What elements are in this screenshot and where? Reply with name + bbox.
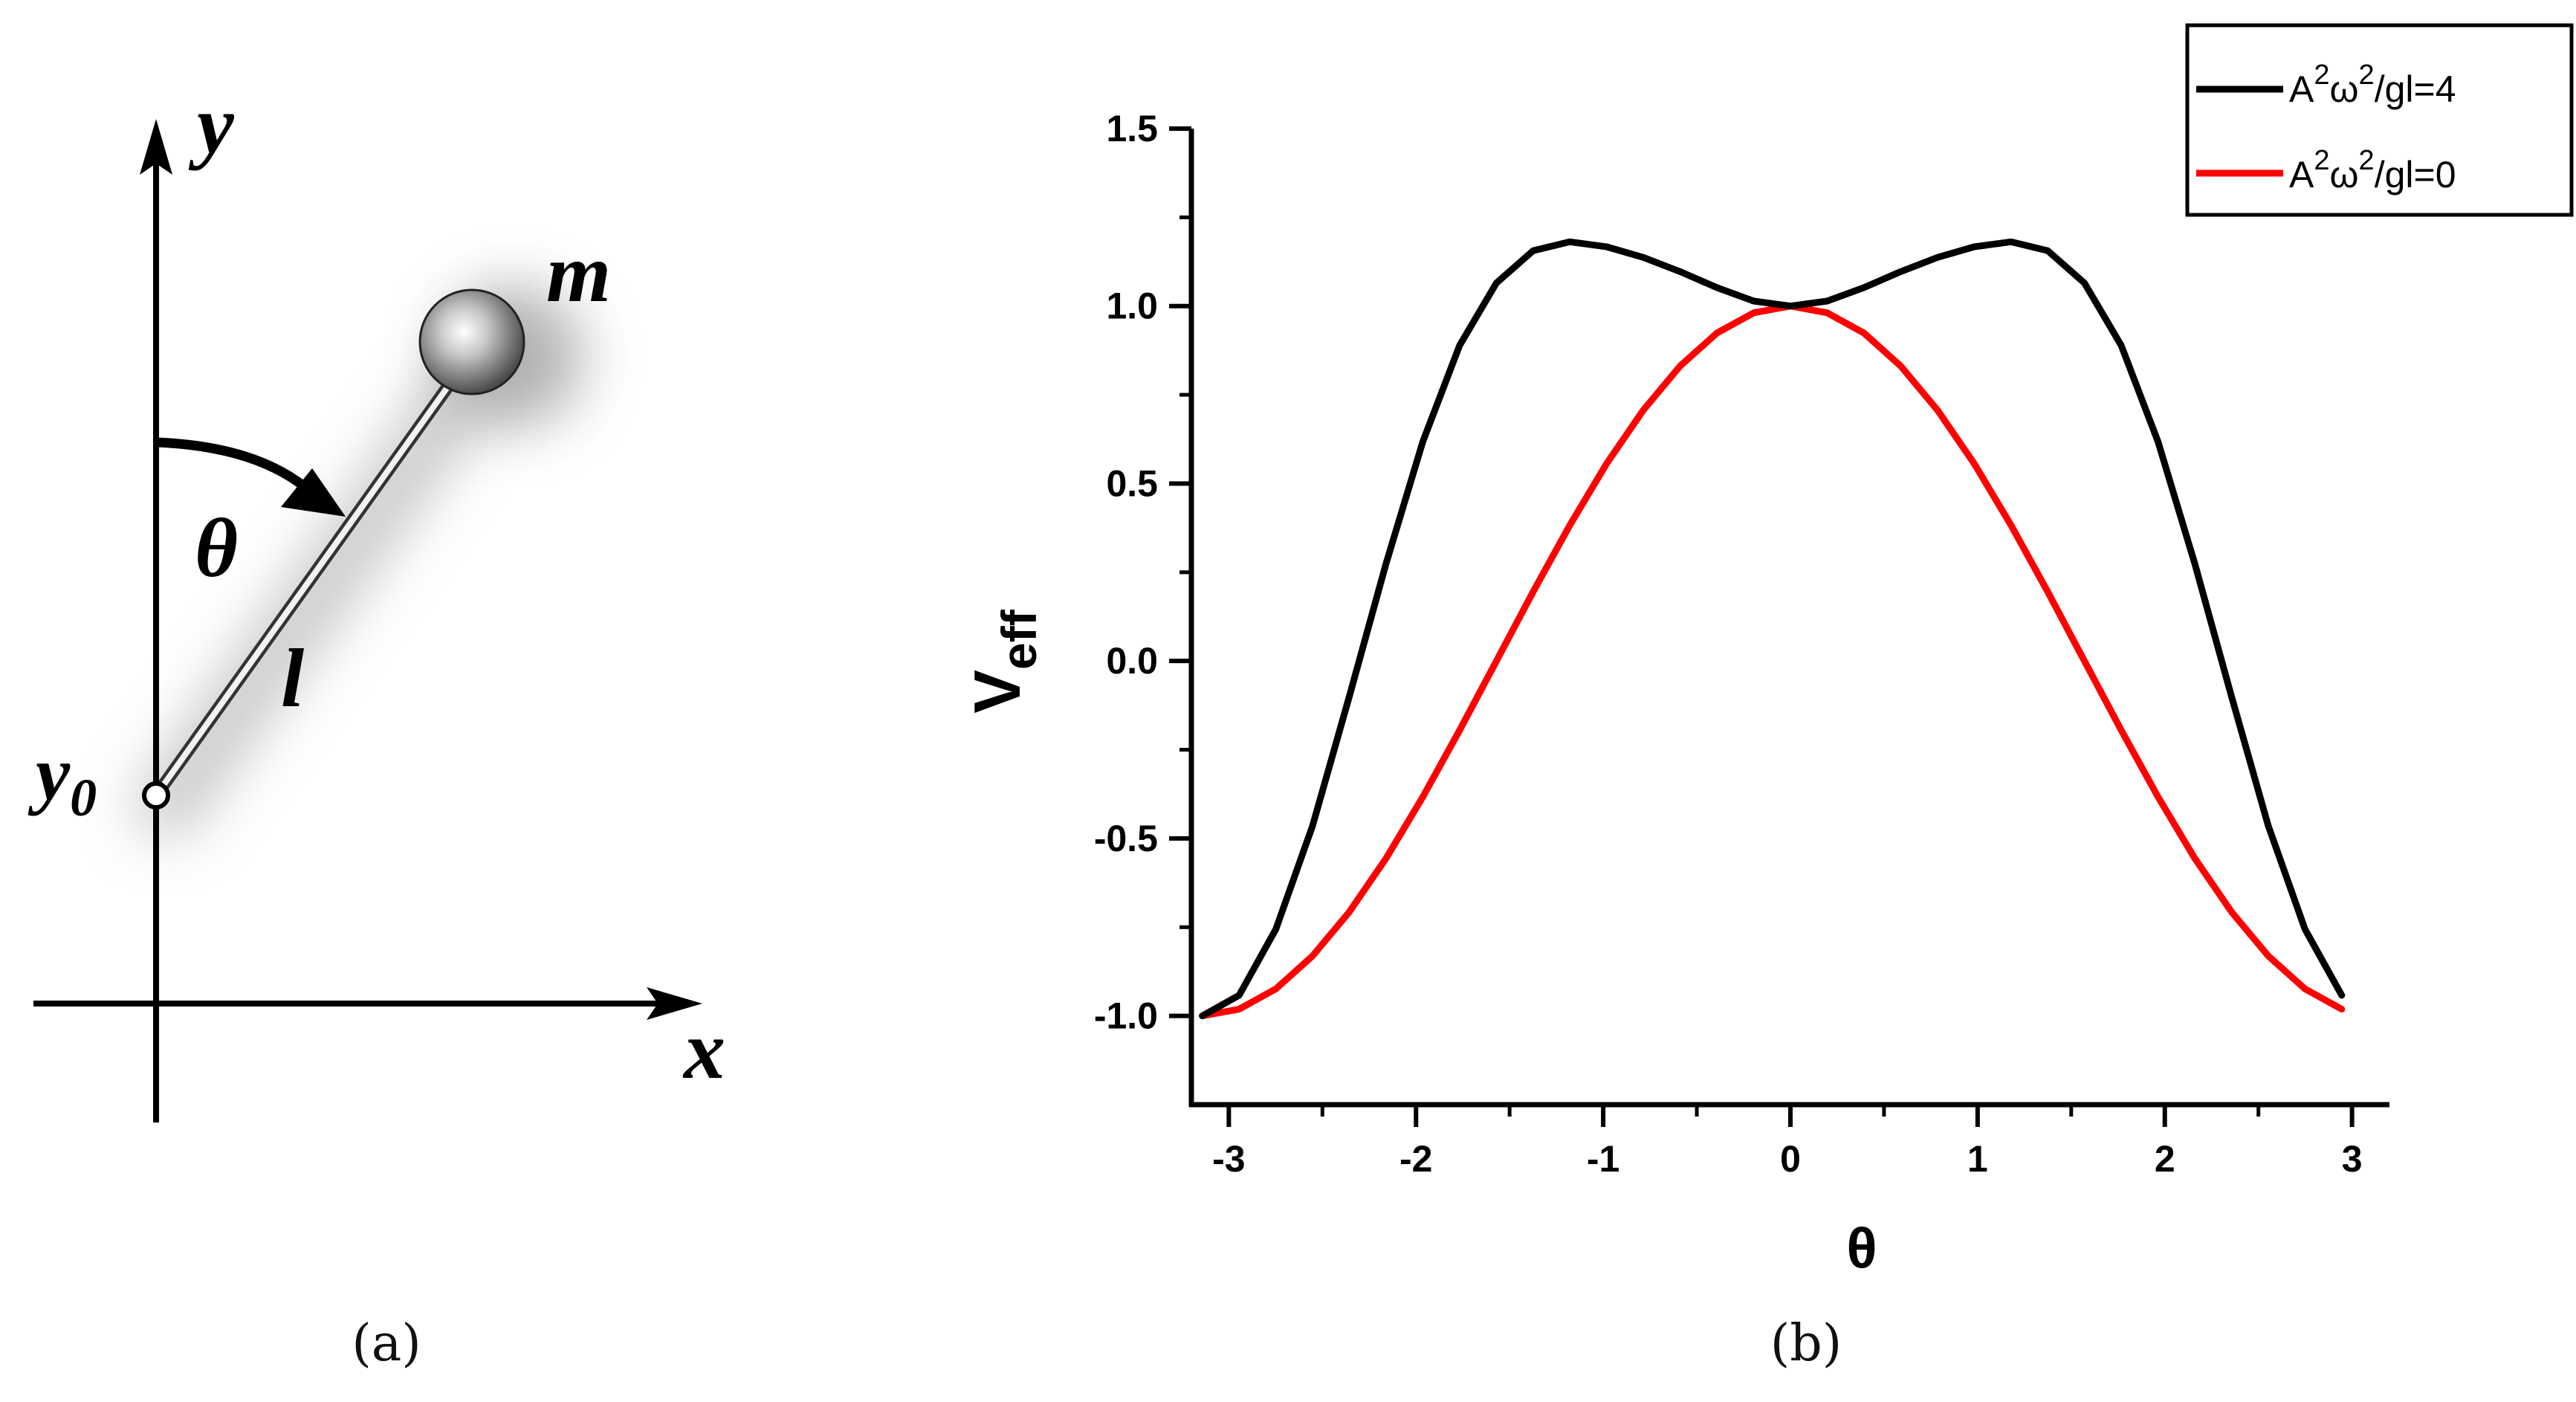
- y-tick-label: 0.0: [1106, 640, 1158, 682]
- caption-a: (a): [352, 1314, 421, 1373]
- caption-b: (b): [1770, 1314, 1842, 1373]
- y-ticks: -1.0 -0.5 0.0 0.5 1.0 1.5: [1094, 108, 1191, 1037]
- legend-box: [2185, 23, 2574, 217]
- x-ticks: -3 -2 -1 0 1 2 3: [1212, 1105, 2363, 1180]
- pendulum-mass-ball: [418, 288, 525, 395]
- x-axis-arrowhead: [647, 987, 702, 1020]
- x-tick-label: 0: [1780, 1138, 1801, 1180]
- y-tick-label: -0.5: [1094, 818, 1158, 859]
- x-tick-label: -1: [1587, 1138, 1619, 1180]
- x-tick-label: -3: [1212, 1138, 1245, 1180]
- angle-label: θ: [195, 503, 238, 595]
- x-axis-title: θ: [1846, 1217, 1877, 1280]
- x-tick-label: -2: [1399, 1138, 1432, 1180]
- x-tick-label: 2: [2155, 1138, 2175, 1180]
- y-tick-label: 0.5: [1106, 462, 1158, 504]
- pivot-point: [142, 781, 170, 810]
- legend-label-series-1: A2ω2/gl=4: [2289, 59, 2456, 110]
- x-axis-label: x: [682, 1004, 725, 1096]
- chart-legend: A2ω2/gl=4 A2ω2/gl=0: [2185, 23, 2574, 217]
- x-tick-label: 1: [1967, 1138, 1988, 1180]
- angle-arc: [155, 437, 308, 491]
- veff-chart: -1.0 -0.5 0.0 0.5 1.0 1.5 -3 -2 -1 0 1 2 3 θ Veff A…: [960, 23, 2574, 1373]
- mass-label: m: [546, 227, 611, 320]
- y-axis-label: y: [188, 79, 235, 171]
- y-tick-label: -1.0: [1094, 995, 1158, 1037]
- rod-shadow: [135, 321, 522, 839]
- series-line-a2-2-gl-0: [1199, 303, 2346, 1020]
- y-tick-label: 1.0: [1106, 285, 1158, 327]
- length-label: l: [281, 633, 304, 725]
- y-axis-title: Veff: [960, 609, 1046, 713]
- pendulum-diagram: y x m θ l y0 (a): [27, 79, 725, 1373]
- plot-lines: [1199, 238, 2346, 1020]
- y-axis-arrowhead: [140, 119, 172, 175]
- angle-arrowhead: [281, 468, 346, 517]
- pivot-label: y0: [27, 731, 97, 827]
- pendulum-rod-highlight: [153, 364, 465, 798]
- series-line-a2-2-gl-4: [1199, 238, 2346, 1020]
- y-tick-label: 1.5: [1106, 108, 1158, 149]
- x-tick-label: 3: [2342, 1138, 2363, 1180]
- legend-label-series-2: A2ω2/gl=0: [2289, 145, 2456, 196]
